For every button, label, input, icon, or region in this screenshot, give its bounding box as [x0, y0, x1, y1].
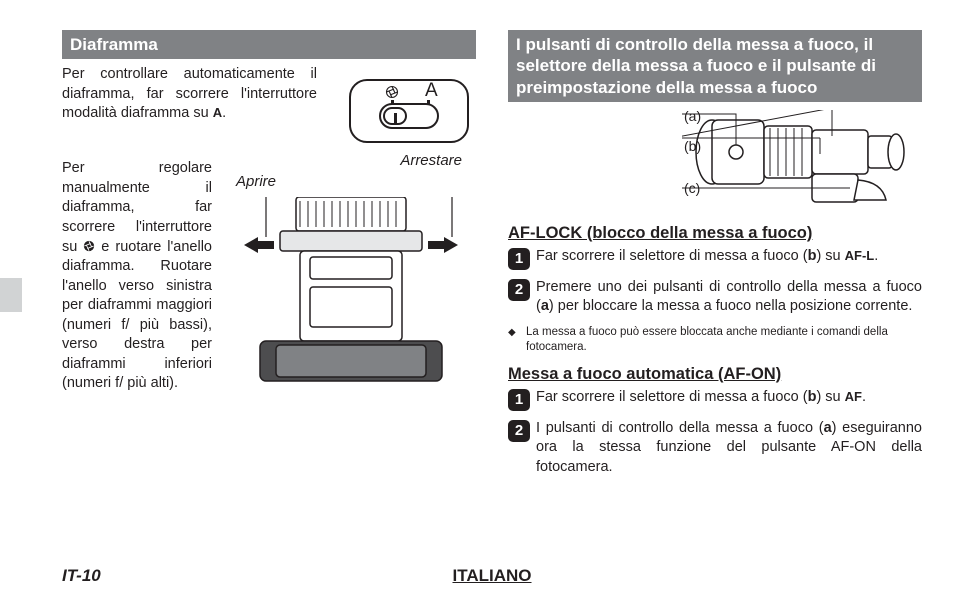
left-section-header: Diaframma [62, 30, 476, 59]
para1-row: Per controllare automaticamente il diafr… [62, 65, 476, 145]
para1-a: Per controllare automaticamente il diafr… [62, 66, 317, 121]
aflock-step1-text: Far scorrere il selettore di messa a fuo… [536, 247, 922, 270]
note-text: La messa a fuoco può essere bloccata anc… [526, 325, 922, 355]
page-number: IT-10 [62, 566, 101, 586]
aperture-switch-figure: A [341, 65, 476, 145]
right-section-header: I pulsanti di controllo della messa a fu… [508, 30, 922, 102]
switch-knob [383, 107, 407, 125]
arrestare-label: Arrestare [400, 152, 462, 169]
para1-b: . [222, 105, 226, 121]
language-label: ITALIANO [452, 566, 531, 586]
aflock-step-2: 2 Premere uno dei pulsanti di controllo … [508, 278, 922, 317]
afon-heading: Messa a fuoco automatica (AF-ON) [508, 365, 922, 384]
step-badge-2: 2 [508, 279, 530, 301]
aprire-label: Aprire [236, 173, 276, 190]
para1-bold: A [213, 105, 222, 120]
edge-tab [0, 278, 22, 312]
aflock-note: ◆ La messa a fuoco può essere bloccata a… [508, 325, 922, 355]
right-column: I pulsanti di controllo della messa a fu… [508, 30, 922, 485]
lens-top-figure: Aprire Arrestare [236, 159, 476, 402]
note-bullet-icon: ◆ [508, 325, 526, 355]
label-b: (b) [684, 138, 701, 154]
switch-outline: A [349, 79, 469, 143]
para2-b: e ruotare l'anello diaframma. Ruotare l'… [62, 239, 212, 392]
label-c: (c) [684, 180, 700, 196]
switch-slot [379, 103, 439, 129]
aperture-icon-inline [83, 239, 95, 255]
afon-step-2: 2 I pulsanti di controllo della messa a … [508, 419, 922, 478]
lens-side-svg [682, 110, 922, 210]
aflock-step2-text: Premere uno dei pulsanti di controllo de… [536, 278, 922, 317]
afon-step2-text: I pulsanti di controllo della messa a fu… [536, 419, 922, 478]
lens-top-svg [236, 197, 466, 397]
step-badge-1b: 1 [508, 389, 530, 411]
content-columns: Diaframma Per controllare automaticament… [62, 30, 922, 485]
step-badge-2b: 2 [508, 420, 530, 442]
aflock-heading: AF-LOCK (blocco della messa a fuoco) [508, 224, 922, 243]
switch-a-label: A [425, 80, 438, 102]
left-column: Diaframma Per controllare automaticament… [62, 30, 476, 485]
manual-aperture-row: Per regolare manualmente il diaframma, f… [62, 159, 476, 402]
afon-step1-text: Far scorrere il selettore di messa a fuo… [536, 388, 922, 411]
diaphragm-manual-text: Per regolare manualmente il diaframma, f… [62, 159, 212, 394]
knob-ridge [394, 113, 397, 123]
aflock-step-1: 1 Far scorrere il selettore di messa a f… [508, 247, 922, 270]
afon-step-1: 1 Far scorrere il selettore di messa a f… [508, 388, 922, 411]
step-badge-1: 1 [508, 248, 530, 270]
lens-side-figure: (a) (b) (c) [508, 108, 922, 218]
label-a: (a) [684, 108, 701, 124]
page-footer: IT-10 ITALIANO [62, 566, 922, 586]
diaphragm-auto-text: Per controllare automaticamente il diafr… [62, 65, 317, 124]
